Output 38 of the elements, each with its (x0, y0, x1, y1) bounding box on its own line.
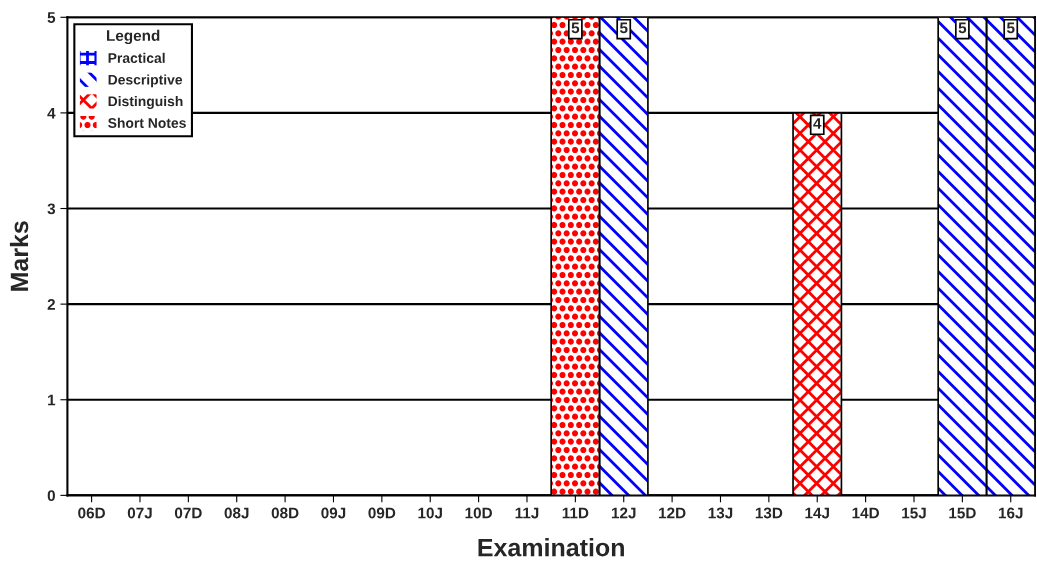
x-tick-label: 13D (755, 507, 783, 519)
x-tick-label: 12D (659, 507, 686, 519)
x-tick-label: 14J (805, 507, 829, 519)
x-tick-label: 07D (174, 507, 202, 519)
x-tick-label: 16J (998, 507, 1023, 519)
legend-label: Short Notes (108, 117, 186, 128)
data-label: 5 (619, 22, 628, 34)
x-tick-label: 10D (465, 507, 492, 519)
x-tick-label: 09D (368, 507, 396, 519)
y-tick-label: 5 (47, 12, 56, 23)
data-label: 5 (958, 22, 967, 34)
data-label: 4 (813, 118, 822, 129)
x-tick-label: 06D (78, 507, 105, 519)
legend-label: Practical (108, 52, 165, 63)
data-label: 5 (1006, 22, 1015, 34)
data-label: 5 (571, 22, 580, 34)
legend-title: Legend (107, 29, 160, 45)
x-axis-title: Examination (478, 538, 624, 557)
legend-label: Descriptive (108, 74, 183, 88)
x-tick-label: 15J (902, 507, 926, 519)
y-axis-title: Marks (9, 221, 29, 291)
x-tick-label: 11D (562, 507, 589, 519)
x-tick-label: 08J (224, 507, 249, 519)
x-tick-label: 11J (515, 507, 539, 519)
y-tick-label: 3 (47, 203, 56, 215)
x-tick-label: 10J (418, 507, 442, 519)
x-tick-label: 07J (127, 507, 152, 519)
legend-label: Distinguish (108, 96, 183, 110)
x-tick-label: 13J (708, 507, 733, 519)
x-tick-label: 12J (611, 507, 636, 519)
y-tick-label: 1 (48, 394, 56, 406)
x-tick-label: 08D (271, 507, 299, 519)
y-tick-label: 4 (47, 107, 56, 119)
x-tick-label: 09J (321, 507, 346, 519)
y-tick-label: 0 (47, 490, 55, 502)
x-tick-label: 14D (852, 507, 879, 519)
x-tick-label: 15D (949, 507, 976, 519)
y-tick-label: 2 (47, 299, 55, 310)
